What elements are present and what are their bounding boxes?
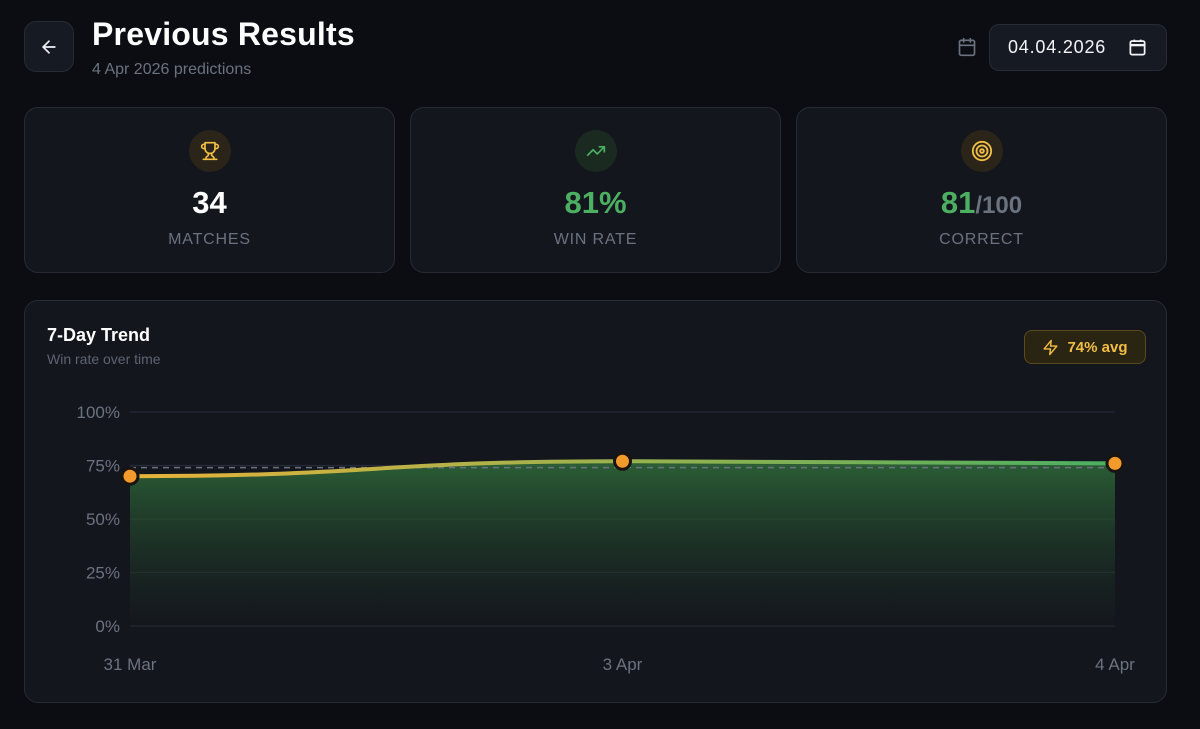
- stat-value: 81/100: [797, 185, 1166, 221]
- back-button[interactable]: [24, 21, 74, 72]
- area-fill: [130, 461, 1115, 626]
- trend-card: 7-Day Trend Win rate over time 74% avg 0…: [24, 300, 1167, 703]
- x-tick-label: 31 Mar: [104, 655, 157, 674]
- stat-number: 34: [192, 185, 227, 220]
- stat-card-matches: 34 MATCHES: [24, 107, 395, 273]
- stat-card-correct: 81/100 CORRECT: [796, 107, 1167, 273]
- stat-value: 81%: [411, 185, 780, 221]
- x-tick-label: 3 Apr: [603, 655, 643, 674]
- average-badge: 74% avg: [1024, 330, 1146, 364]
- trend-title: 7-Day Trend: [47, 325, 151, 345]
- target-icon-badge: [960, 130, 1003, 172]
- data-point: [120, 466, 140, 486]
- y-tick-label: 75%: [86, 457, 120, 476]
- calendar-picker-icon[interactable]: [1128, 38, 1147, 57]
- stat-label: WIN RATE: [553, 231, 638, 248]
- date-value: 04.04.2026: [1008, 37, 1107, 57]
- win-rate-chart: 0% 25% 50% 75% 100% 31 Mar 3 Apr 4 Apr: [77, 403, 1136, 674]
- page-subtitle: 4 Apr 2026 predictions: [92, 61, 252, 78]
- y-tick-label: 0%: [95, 617, 120, 636]
- y-tick-label: 25%: [86, 564, 120, 583]
- lightning-icon: [1043, 339, 1059, 355]
- x-tick-label: 4 Apr: [1095, 655, 1135, 674]
- stat-card-win-rate: 81% WIN RATE: [410, 107, 781, 273]
- stat-number: 81: [940, 185, 976, 220]
- trophy-icon: [200, 141, 219, 161]
- page-title: Previous Results: [92, 16, 355, 52]
- data-point: [1105, 453, 1125, 473]
- trending-up-icon-badge: [574, 130, 617, 172]
- data-point: [613, 451, 632, 471]
- stat-suffix: /100: [975, 192, 1023, 219]
- trend-subtitle: Win rate over time: [47, 351, 161, 367]
- y-tick-label: 50%: [86, 510, 120, 529]
- y-tick-label: 100%: [77, 403, 120, 422]
- stat-value: 34: [25, 185, 394, 221]
- trending-up-icon: [586, 146, 605, 156]
- calendar-icon: [958, 37, 976, 57]
- date-input[interactable]: 04.04.2026: [989, 24, 1167, 71]
- stat-label: MATCHES: [168, 231, 251, 248]
- target-icon: [971, 140, 992, 162]
- stat-label: CORRECT: [939, 231, 1024, 248]
- stat-number: 81%: [564, 185, 627, 220]
- arrow-left-icon: [42, 39, 56, 54]
- average-badge-label: 74% avg: [1067, 338, 1128, 356]
- trophy-icon-badge: [188, 130, 231, 172]
